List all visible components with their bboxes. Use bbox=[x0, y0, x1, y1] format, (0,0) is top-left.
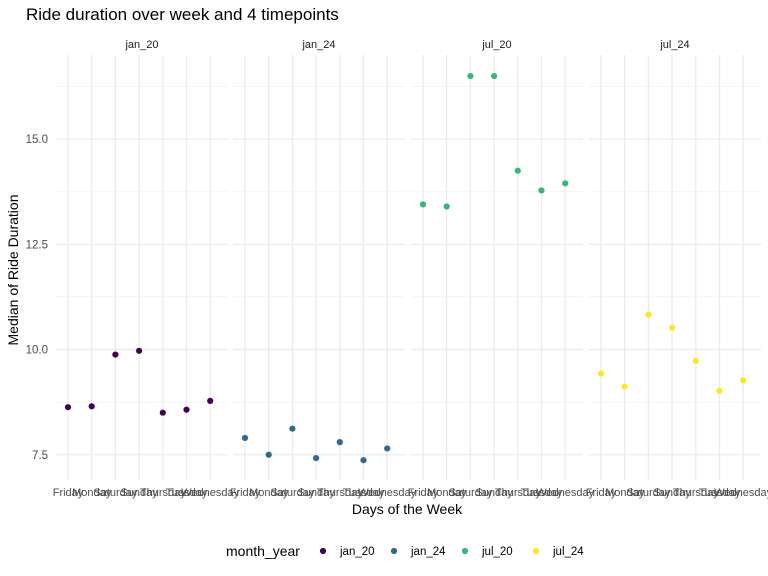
x-tick-label: Monday bbox=[72, 487, 112, 499]
data-point-jul_20 bbox=[443, 203, 450, 210]
x-tick-label: Thursday bbox=[140, 487, 186, 499]
facet-strip-label: jul_24 bbox=[659, 39, 689, 51]
y-tick-label: 10.0 bbox=[26, 345, 48, 357]
x-tick-label: Wednesday bbox=[181, 487, 239, 499]
x-tick-label: Wednesday bbox=[536, 487, 594, 499]
legend-key-jan_20 bbox=[319, 547, 327, 555]
y-tick-label: 7.5 bbox=[32, 450, 48, 462]
x-tick-label: Sunday bbox=[297, 487, 335, 499]
legend-label: jan_20 bbox=[339, 546, 375, 558]
data-point-jul_20 bbox=[491, 72, 498, 80]
y-tick-label: 12.5 bbox=[26, 239, 48, 251]
x-tick-label: Sunday bbox=[120, 487, 158, 499]
legend-label: jul_20 bbox=[481, 546, 513, 558]
chart-title: Ride duration over week and 4 timepoints bbox=[26, 5, 339, 24]
legend-key-jan_24 bbox=[390, 547, 398, 555]
x-tick-label: Saturday bbox=[270, 487, 315, 499]
x-tick-label: Friday bbox=[586, 487, 617, 499]
data-point-jul_20 bbox=[467, 72, 474, 80]
facet-strip-label: jan_20 bbox=[124, 39, 158, 51]
data-point-jul_20 bbox=[538, 187, 545, 194]
x-tick-label: Tuesday bbox=[699, 487, 741, 499]
data-point-jan_20 bbox=[112, 351, 119, 358]
legend-key-jul_24 bbox=[532, 547, 540, 555]
data-point-jan_20 bbox=[88, 403, 95, 410]
legend-label: jul_24 bbox=[552, 546, 584, 558]
x-tick-label: Thursday bbox=[495, 487, 541, 499]
data-point-jul_24 bbox=[692, 357, 699, 365]
data-point-jul_24 bbox=[621, 383, 628, 390]
x-tick-label: Saturday bbox=[448, 487, 493, 499]
data-point-jul_24 bbox=[645, 311, 652, 318]
facet-panel-jul_24: jul_24 FridayMondaySaturdaySundayThursday… bbox=[586, 39, 768, 499]
data-point-jul_24 bbox=[740, 377, 747, 384]
facet-panels: jan_20FridayMondaySaturdaySundayThursday… bbox=[53, 39, 768, 499]
x-tick-label: Tuesday bbox=[166, 487, 208, 499]
data-point-jan_20 bbox=[159, 409, 166, 416]
x-tick-label: Sunday bbox=[475, 487, 513, 499]
x-tick-label: Monday bbox=[249, 487, 289, 499]
x-tick-label: Friday bbox=[408, 487, 439, 499]
data-point-jan_24 bbox=[265, 451, 272, 458]
data-point-jan_20 bbox=[136, 347, 143, 354]
data-point-jan_24 bbox=[336, 439, 343, 446]
x-tick-label: Monday bbox=[427, 487, 467, 499]
facet-panel-jan_20: jan_20 FridayMondaySaturdaySundayThursday… bbox=[53, 39, 240, 499]
legend-label: jan_24 bbox=[410, 546, 446, 558]
x-tick-label: Tuesday bbox=[521, 487, 563, 499]
data-point-jul_24 bbox=[716, 387, 723, 394]
data-point-jan_24 bbox=[360, 457, 367, 464]
x-tick-label: Thursday bbox=[673, 487, 719, 499]
x-tick-label: Friday bbox=[53, 487, 84, 499]
x-tick-label: Saturday bbox=[93, 487, 138, 499]
y-axis: 7.5 10.0 12.5 15.0 bbox=[26, 134, 48, 462]
facet-strip-label: jul_20 bbox=[481, 39, 511, 51]
x-axis-label: Days of the Week bbox=[352, 501, 463, 517]
data-point-jul_20 bbox=[419, 201, 427, 208]
y-axis-label: Median of Ride Duration bbox=[5, 195, 21, 346]
data-point-jan_24 bbox=[313, 455, 320, 462]
legend-key-jul_20 bbox=[461, 547, 469, 555]
x-tick-label: Thursday bbox=[317, 487, 363, 499]
x-tick-label: Saturday bbox=[626, 487, 671, 499]
data-point-jul_20 bbox=[514, 167, 521, 174]
data-point-jan_20 bbox=[207, 397, 214, 404]
x-tick-label: Wednesday bbox=[358, 487, 416, 499]
data-point-jan_20 bbox=[183, 406, 190, 413]
x-tick-label: Wednesday bbox=[714, 487, 768, 499]
facet-panel-jul_20: jul_20 FridayMondaySaturdaySundayThursday… bbox=[408, 39, 595, 499]
data-point-jul_20 bbox=[562, 180, 569, 187]
y-tick-label: 15.0 bbox=[26, 134, 48, 146]
x-tick-label: Tuesday bbox=[343, 487, 385, 499]
data-point-jan_24 bbox=[241, 434, 249, 442]
data-point-jan_24 bbox=[384, 445, 391, 452]
legend: month_year jan_20 jan_24 jul_20 jul_24 bbox=[226, 543, 584, 559]
x-tick-label: Monday bbox=[605, 487, 645, 499]
x-tick-label: Friday bbox=[230, 487, 261, 499]
data-point-jan_20 bbox=[64, 404, 72, 411]
legend-title: month_year bbox=[226, 543, 300, 559]
facet-strip-label: jan_24 bbox=[301, 39, 335, 51]
data-point-jan_24 bbox=[289, 425, 296, 432]
data-point-jul_24 bbox=[597, 370, 605, 377]
data-point-jul_24 bbox=[669, 324, 676, 331]
facet-panel-jan_24: jan_24 FridayMondaySaturdaySundayThursday… bbox=[230, 39, 417, 499]
x-tick-label: Sunday bbox=[653, 487, 691, 499]
